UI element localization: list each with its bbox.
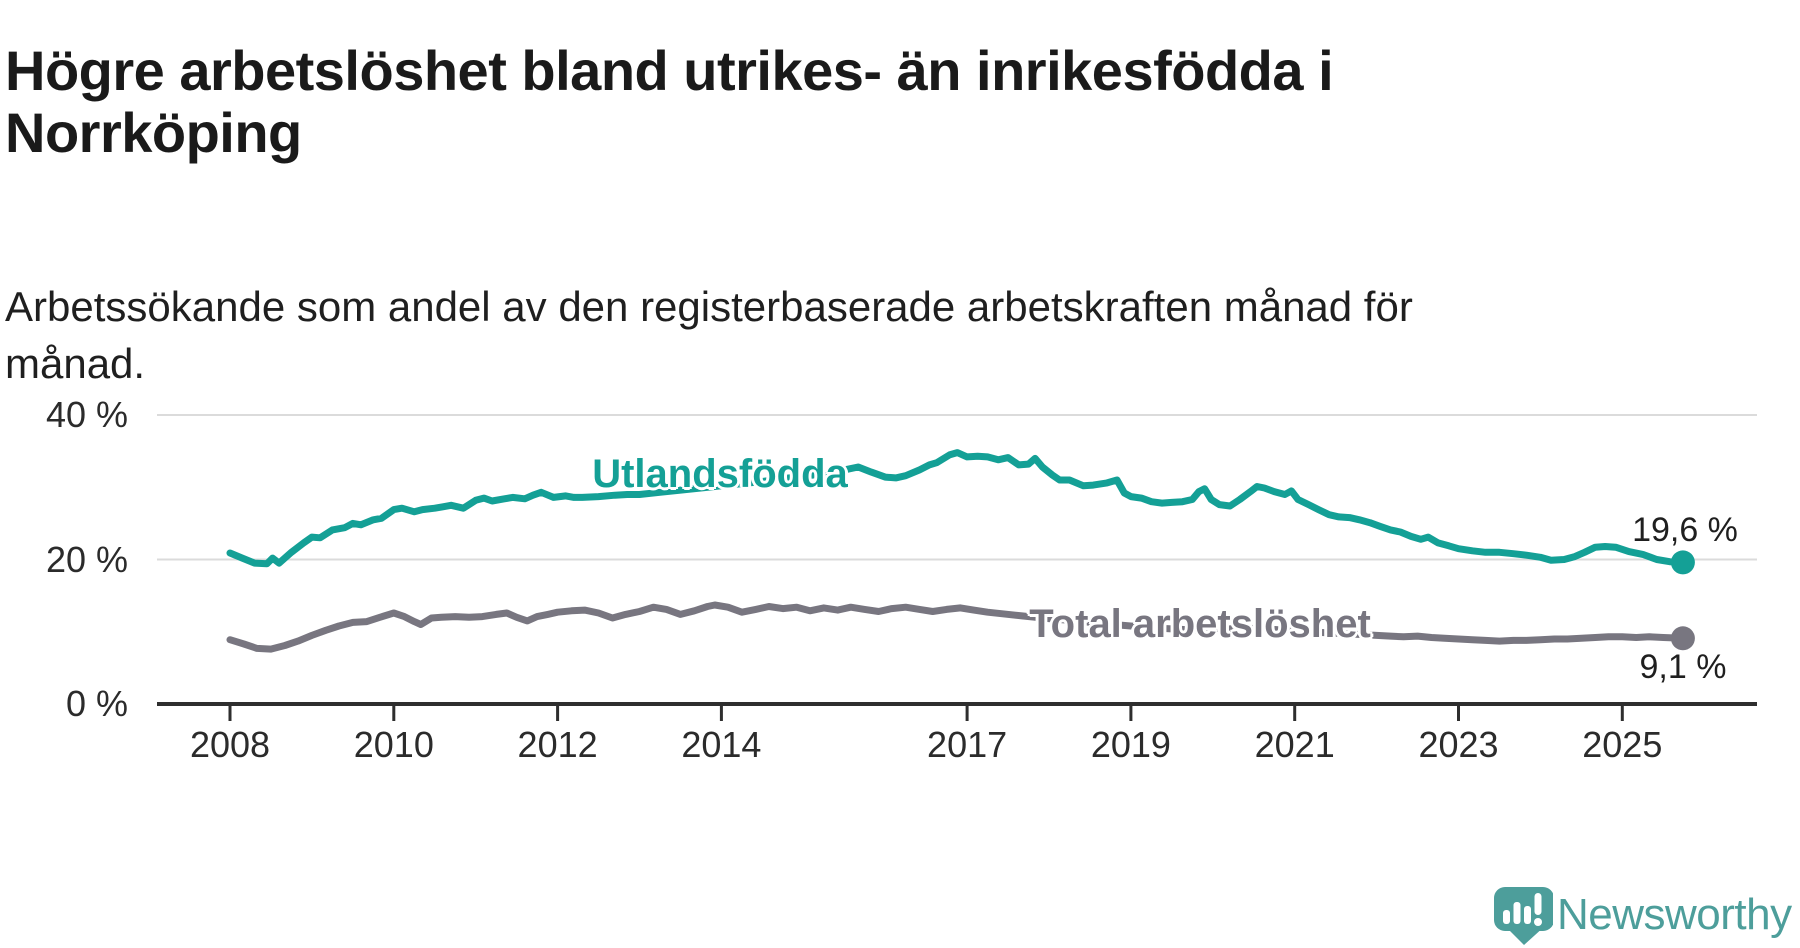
series-line-utlandsfodda [226,449,1687,568]
series-label-utlandsfodda: Utlandsfödda [592,452,848,496]
y-axis-label-20: 20 % [45,539,128,580]
page-subtitle: Arbetssökande som andel av den registerb… [5,283,1413,387]
x-axis-label-2021: 2021 [1254,724,1335,765]
end-dot-total-arbetsloshet [1670,626,1695,651]
x-axis-label-2017: 2017 [927,724,1008,765]
end-dot-utlandsfodda [1670,550,1695,575]
end-value-label-total-arbetsloshet: 9,1 % [1639,648,1727,686]
x-axis-label-2012: 2012 [517,724,598,765]
end-value-label-utlandsfodda: 19,6 % [1632,511,1738,549]
x-axis-label-2014: 2014 [681,724,762,765]
x-axis-label-2025: 2025 [1582,724,1663,765]
x-axis-label-2023: 2023 [1418,724,1499,765]
page-title: Högre arbetslöshet bland utrikes- än inr… [5,38,1334,164]
newsworthy-logo-text: Newsworthy [1557,890,1792,939]
newsworthy-logo: Newsworthy [1489,884,1800,948]
y-axis-label-40: 40 % [45,394,128,435]
speech-bubble-bar-chart-icon [1494,887,1553,945]
series-line-total-arbetsloshet [226,601,1687,653]
x-axis-label-2010: 2010 [353,724,434,765]
x-axis-label-2008: 2008 [189,724,271,765]
x-axis-label-2019: 2019 [1090,724,1171,765]
series-label-total-arbetsloshet: Total arbetslöshet [1029,602,1371,646]
y-axis-label-0: 0 % [65,683,128,724]
